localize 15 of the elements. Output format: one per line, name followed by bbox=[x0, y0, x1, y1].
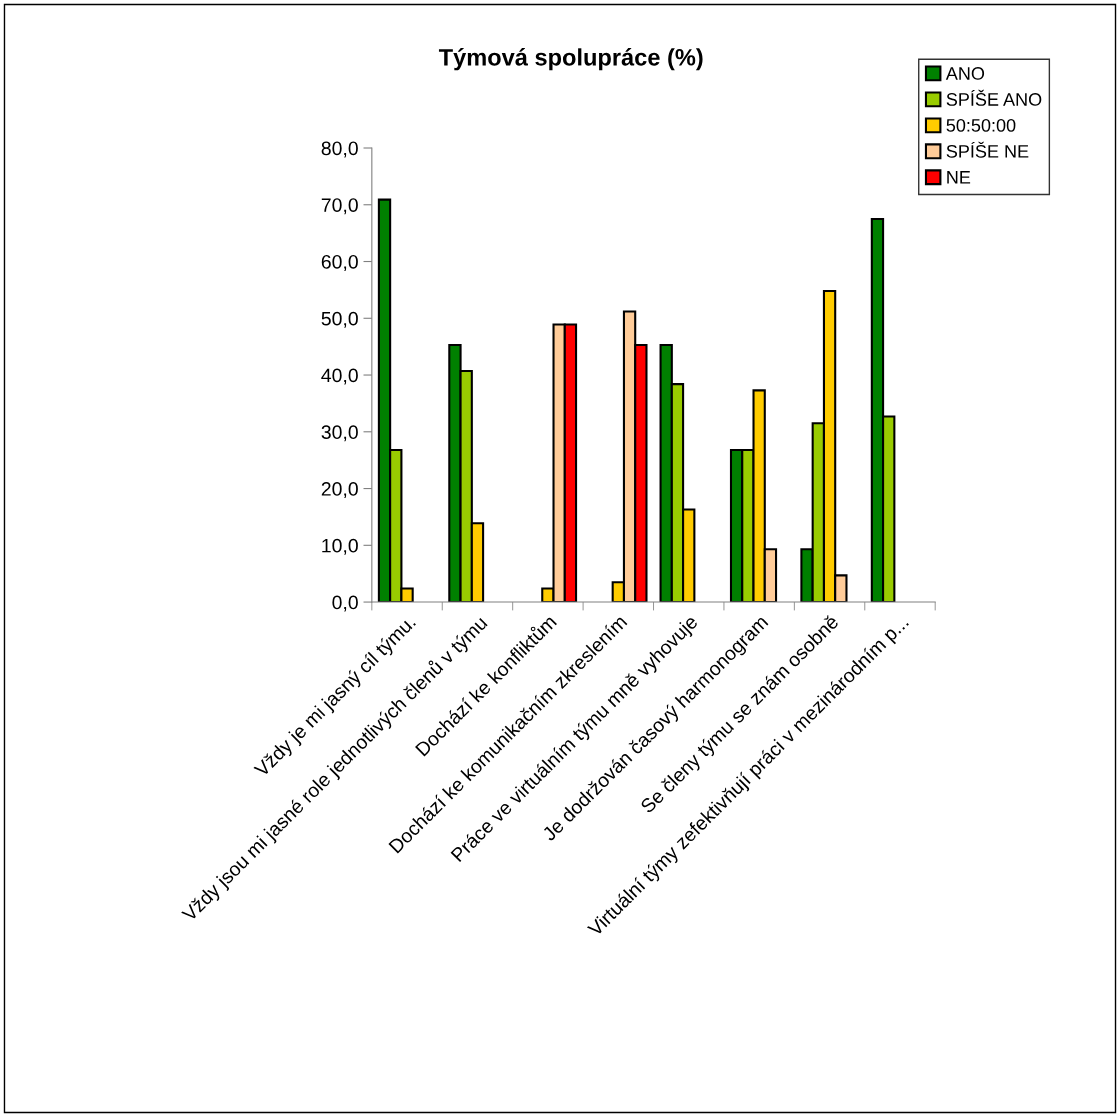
chart-title: Týmová spolupráce (%) bbox=[438, 48, 703, 71]
legend-label: NE bbox=[947, 171, 971, 184]
y-tick-label: 80,0 bbox=[321, 141, 358, 158]
y-tick-label: 20,0 bbox=[321, 482, 358, 499]
y-tick-label: 60,0 bbox=[321, 254, 358, 272]
y-tick-label: 40,0 bbox=[321, 368, 358, 385]
legend-label: 50:50:00 bbox=[946, 119, 1016, 132]
legend-label: SPÍŠE ANO bbox=[946, 89, 1042, 106]
y-tick-label: 70,0 bbox=[321, 198, 358, 215]
y-tick-label: 50,0 bbox=[321, 311, 358, 328]
legend-label: SPÍŠE NE bbox=[946, 141, 1029, 158]
y-tick-label: 10,0 bbox=[322, 538, 358, 555]
y-tick-label: 30,0 bbox=[321, 425, 358, 442]
y-tick-label: 0,0 bbox=[332, 595, 358, 612]
legend-label: ANO bbox=[945, 67, 985, 80]
